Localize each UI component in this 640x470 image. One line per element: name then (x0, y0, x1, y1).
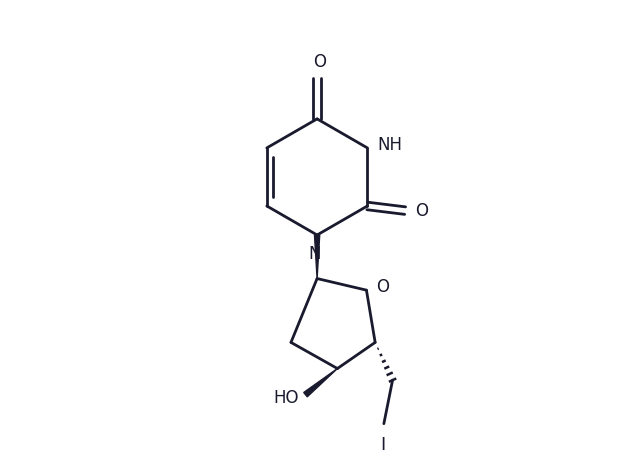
Polygon shape (314, 235, 320, 279)
Polygon shape (304, 368, 337, 397)
Text: N: N (308, 245, 321, 264)
Text: I: I (380, 437, 385, 454)
Text: O: O (314, 53, 326, 71)
Text: HO: HO (273, 389, 298, 407)
Text: O: O (376, 278, 389, 296)
Text: O: O (415, 202, 429, 219)
Text: NH: NH (378, 136, 403, 154)
